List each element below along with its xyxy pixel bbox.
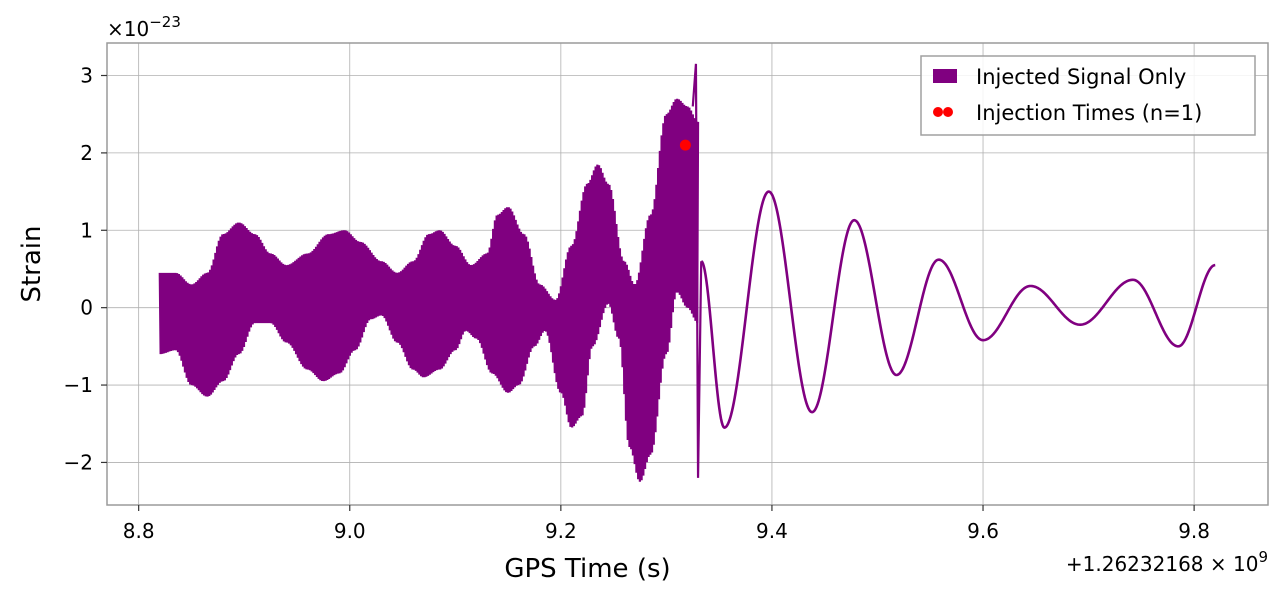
x-tick-label: 9.4 bbox=[756, 519, 788, 543]
x-tick-label: 8.8 bbox=[123, 519, 155, 543]
y-scale-base: ×10 bbox=[107, 17, 149, 41]
signal-ringdown-segment bbox=[700, 190, 1216, 430]
signal-dense-segment bbox=[158, 98, 700, 482]
x-offset-annotation: +1.26232168 × 109 bbox=[1066, 548, 1268, 576]
y-tick-label: −1 bbox=[64, 373, 93, 397]
y-tick-label: 1 bbox=[80, 218, 93, 242]
y-scale-annotation: ×10−23 bbox=[107, 13, 181, 41]
y-tick-label: 2 bbox=[80, 141, 93, 165]
legend-swatch-dot bbox=[933, 107, 943, 117]
y-scale-exponent: −23 bbox=[149, 13, 181, 31]
y-tick-label: 0 bbox=[80, 296, 93, 320]
legend-swatch-dot bbox=[943, 107, 953, 117]
x-tick-label: 9.2 bbox=[545, 519, 577, 543]
legend-label-injection: Injection Times (n=1) bbox=[976, 101, 1202, 125]
signal-merger-spike bbox=[691, 63, 703, 478]
legend-box bbox=[920, 55, 1256, 136]
y-axis-label: Strain bbox=[17, 225, 47, 302]
x-offset-base: +1.26232168 × 10 bbox=[1066, 552, 1259, 576]
x-tick-label: 9.0 bbox=[334, 519, 366, 543]
series-layer bbox=[158, 63, 1216, 482]
ticks: 8.8 9.0 9.2 9.4 9.6 9.8 −2 −1 0 1 2 3 bbox=[64, 64, 1211, 543]
legend: Injected Signal Only Injection Times (n=… bbox=[920, 55, 1256, 136]
plot-frame bbox=[106, 42, 1269, 506]
x-offset-exponent: 9 bbox=[1258, 548, 1268, 566]
x-axis-label: GPS Time (s) bbox=[504, 554, 670, 584]
legend-swatch-line bbox=[933, 69, 957, 83]
x-tick-label: 9.8 bbox=[1178, 519, 1210, 543]
x-tick-label: 9.6 bbox=[967, 519, 999, 543]
y-tick-label: −2 bbox=[64, 450, 93, 474]
injection-time-point bbox=[679, 139, 691, 151]
y-tick-label: 3 bbox=[80, 64, 93, 88]
legend-label-signal: Injected Signal Only bbox=[976, 65, 1186, 89]
